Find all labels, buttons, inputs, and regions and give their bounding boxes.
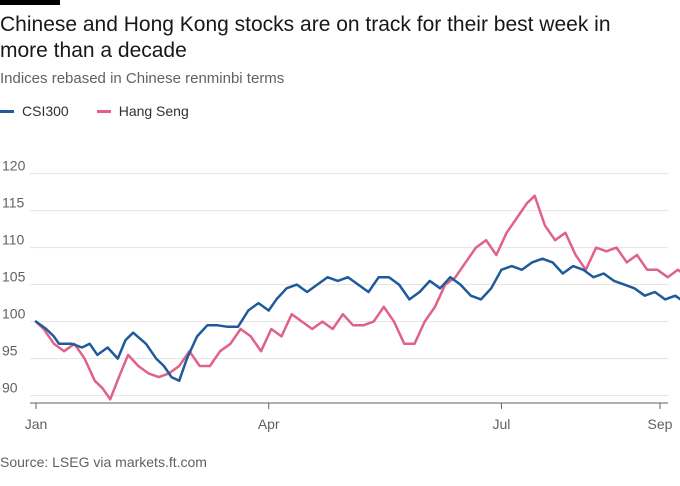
series-line-hang-seng — [34, 194, 680, 401]
chart-subtitle: Indices rebased in Chinese renminbi term… — [0, 70, 285, 87]
series-line-csi300 — [34, 257, 680, 383]
legend-swatch-csi300 — [0, 109, 14, 113]
x-tick-label: Jul — [492, 416, 510, 432]
x-tick-label: Jan — [25, 416, 48, 432]
x-tick-label: Apr — [258, 416, 280, 432]
legend-label-csi300: CSI300 — [22, 103, 69, 119]
legend-item-hang-seng: Hang Seng — [96, 103, 189, 119]
y-tick-label: 95 — [2, 343, 18, 359]
y-tick-label: 110 — [2, 232, 25, 248]
brand-bar — [0, 0, 60, 5]
y-tick-label: 100 — [2, 306, 26, 322]
legend-label-hang-seng: Hang Seng — [118, 103, 189, 119]
legend-item-csi300: CSI300 — [0, 103, 69, 119]
x-tick-label: Sep — [648, 416, 673, 432]
chart-title: Chinese and Hong Kong stocks are on trac… — [0, 13, 611, 62]
y-tick-label: 115 — [2, 195, 25, 211]
legend: CSI300 Hang Seng — [0, 103, 189, 119]
legend-swatch-hang-seng — [96, 109, 111, 113]
y-tick-label: 90 — [2, 380, 18, 396]
y-tick-label: 120 — [2, 158, 26, 174]
y-tick-label: 105 — [2, 269, 26, 285]
source-note: Source: LSEG via markets.ft.com — [0, 454, 207, 470]
